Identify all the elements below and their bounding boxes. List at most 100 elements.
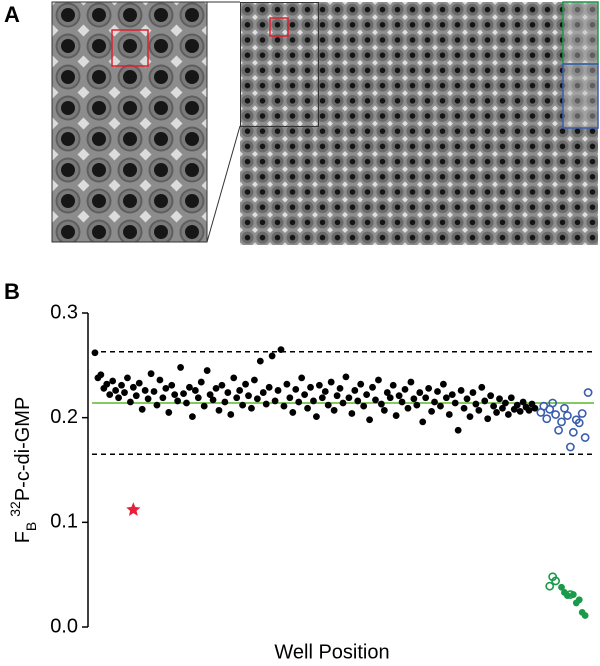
point [129,383,137,391]
open-point [542,414,552,424]
point [147,370,155,378]
point [481,397,489,405]
point [174,397,182,405]
point [132,392,140,400]
point [345,394,353,402]
open-point [580,433,590,442]
point [475,406,483,414]
point [564,592,571,599]
point [437,402,444,410]
point [165,409,173,416]
point [519,398,527,406]
point [295,398,303,406]
control-column [563,2,598,128]
point [318,394,326,402]
point [233,394,241,402]
point [171,391,179,399]
y-label-rest: P-c-di-GMP [12,397,34,501]
y-label-main: F [12,531,34,543]
point [97,371,105,379]
point [138,405,146,413]
panel-label: B [4,279,20,304]
point [194,394,202,402]
zoom-box [240,2,319,127]
point [162,384,170,392]
point [256,357,264,365]
point [304,404,311,412]
point [416,389,424,396]
point [218,381,226,389]
y-axis-label: FB32P-c-di-GMP [7,397,39,544]
point [357,380,365,388]
point [354,397,362,405]
point [153,401,161,409]
point [457,387,465,394]
point [209,396,217,404]
point [197,378,205,386]
point [478,383,486,391]
point [386,394,394,402]
open-point [574,418,584,428]
point [401,386,409,393]
point [115,394,122,402]
point [141,387,149,394]
point [253,395,261,403]
point [425,384,433,392]
y-tick-label: 0.2 [50,406,78,428]
point [239,401,247,409]
point [315,381,323,389]
point [186,383,193,391]
point [135,379,143,387]
open-point [551,576,561,586]
point [383,389,391,396]
point [460,404,468,412]
point [200,402,208,410]
open-point [565,442,575,452]
point [451,399,459,407]
point [168,381,176,389]
point [112,387,120,394]
point [236,387,244,394]
point [159,394,167,402]
open-point [554,425,563,435]
point [280,402,288,410]
point [499,404,506,412]
point [531,404,539,412]
point [274,387,282,394]
open-point [568,427,578,437]
point [203,367,211,374]
y-tick-label: 0.0 [50,615,78,637]
point [413,401,421,409]
zoom-line [206,125,241,243]
point [277,346,285,354]
point [448,391,456,399]
open-point [545,581,555,591]
point [191,387,199,394]
point [404,404,412,412]
point [389,381,397,389]
point [360,402,368,410]
point [227,411,235,418]
point [445,411,453,418]
point [251,376,258,384]
point [484,415,492,423]
point [513,401,521,409]
point [377,400,385,408]
point [442,394,450,402]
point [118,381,125,389]
point [126,398,134,406]
point [454,426,462,434]
point [327,378,335,386]
point [440,380,447,388]
x-axis-label: Well Position [274,641,389,663]
point [369,383,376,391]
point [569,591,577,598]
point [156,376,164,384]
point [91,349,99,357]
point [380,406,388,414]
negative-control-box [562,63,599,129]
point [313,413,320,421]
point [177,364,184,371]
point [392,412,400,419]
